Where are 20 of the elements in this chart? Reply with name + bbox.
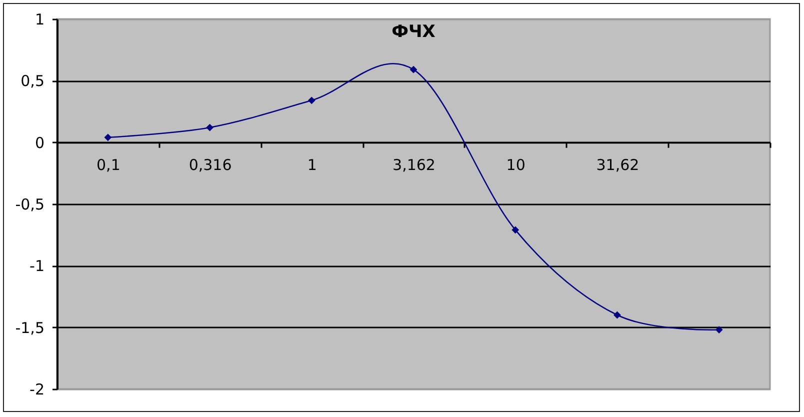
point	[206, 124, 214, 132]
x-tick-label: 1	[307, 156, 317, 174]
point	[410, 66, 418, 74]
x-tick-label: 31,62	[596, 156, 640, 174]
y-tick-label: -1	[30, 257, 44, 276]
x-tick-label: 0,1	[96, 156, 120, 174]
x-tick-label: 3,162	[392, 156, 436, 174]
y-tick-label: 1	[34, 10, 44, 28]
y-tick-label: 0	[34, 134, 44, 152]
x-tick-label: 0,316	[188, 156, 232, 174]
y-tick-label: -0,5	[15, 196, 44, 214]
y-tick-label: -2	[30, 380, 44, 398]
point	[308, 96, 316, 104]
chart-title: ФЧХ	[392, 22, 436, 42]
point	[715, 326, 723, 334]
x-tick-label: 10	[506, 156, 526, 174]
point	[512, 226, 520, 234]
y-tick-label: 0,5	[20, 72, 44, 90]
y-tick-label: -1,5	[15, 318, 44, 337]
point	[104, 134, 112, 142]
